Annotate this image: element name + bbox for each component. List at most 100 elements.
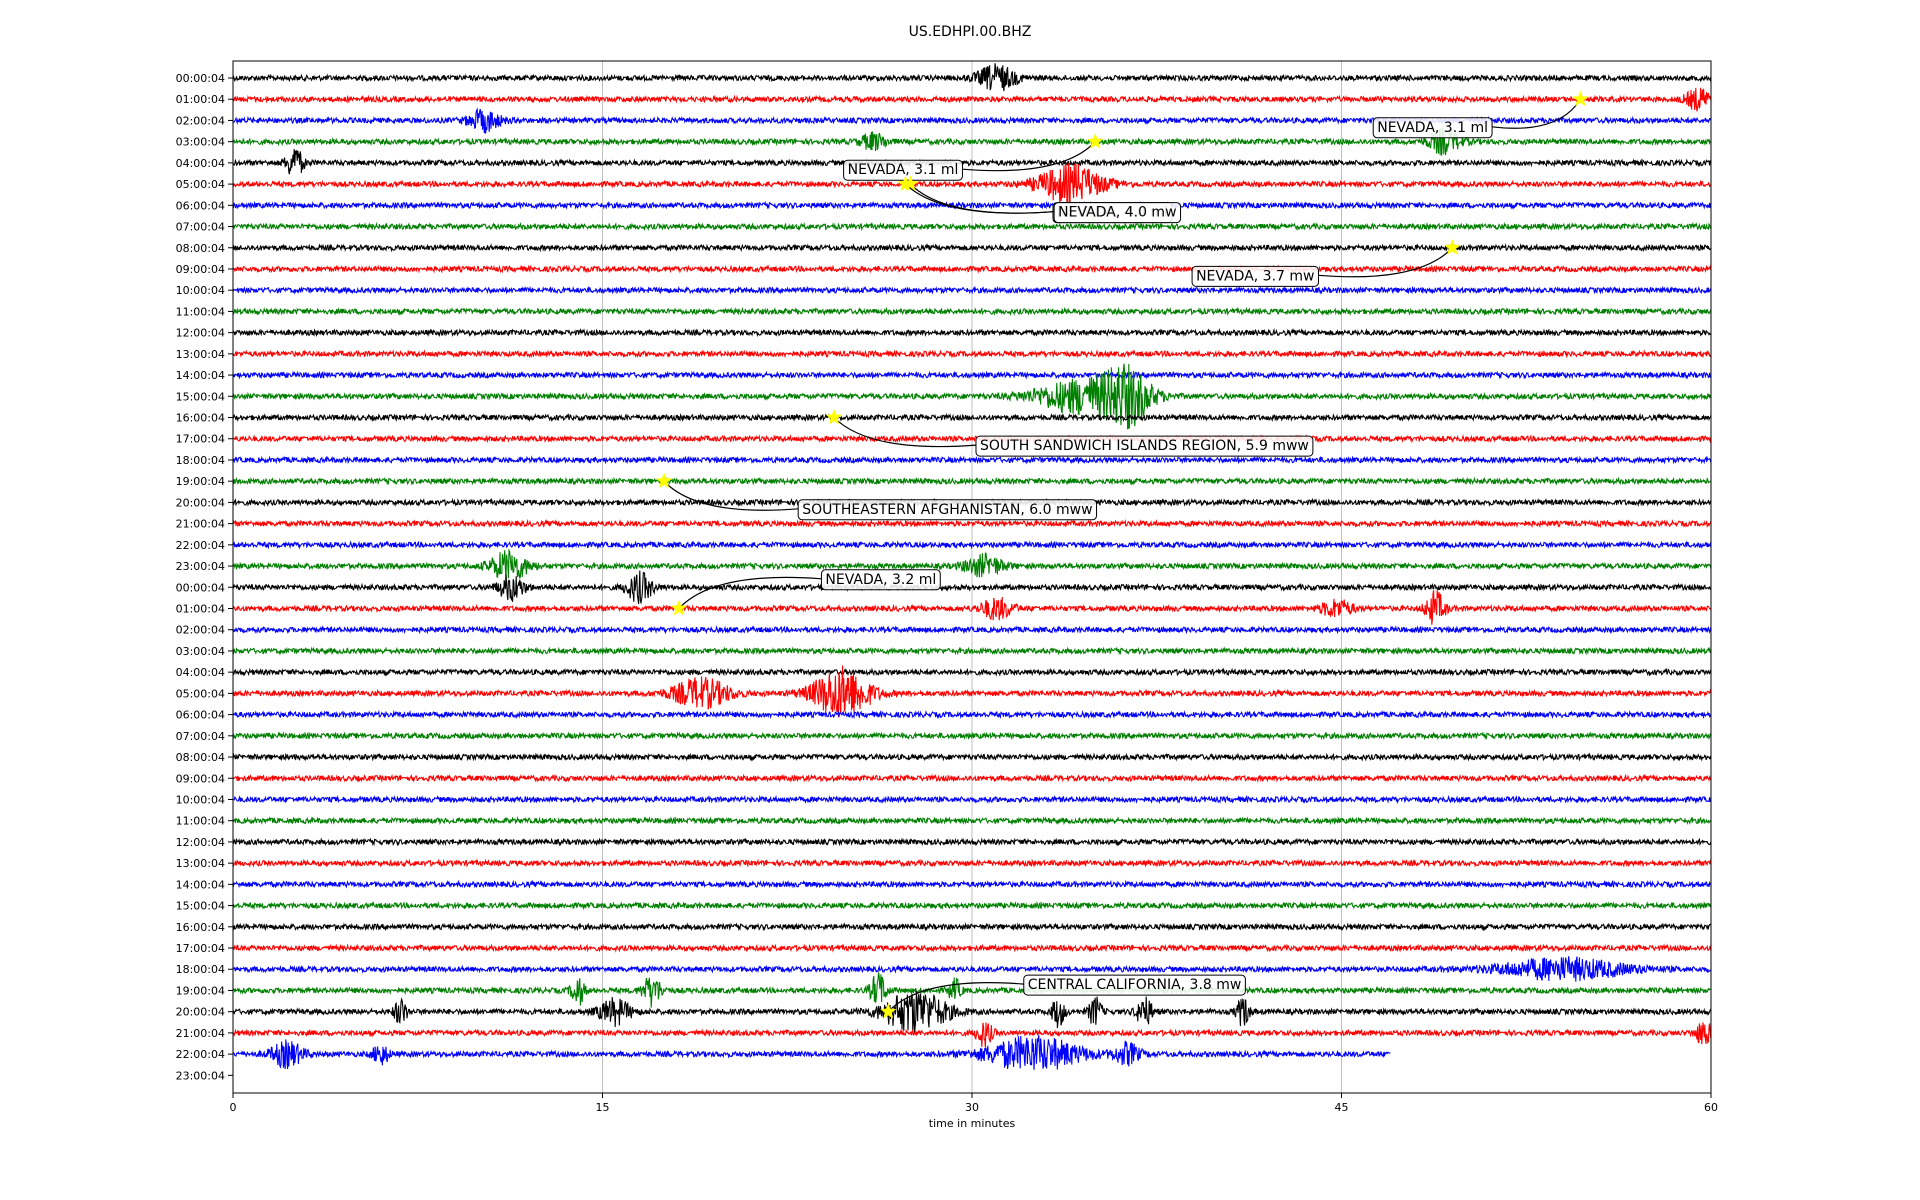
trace-row bbox=[232, 794, 1712, 805]
event-star-marker bbox=[825, 408, 843, 425]
x-axis-label: time in minutes bbox=[929, 1117, 1016, 1130]
trace-row bbox=[232, 972, 1712, 1008]
trace-row bbox=[232, 625, 1712, 635]
trace-row bbox=[232, 285, 1712, 295]
y-tick-label: 19:00:04 bbox=[176, 984, 225, 997]
y-tick-label: 07:00:04 bbox=[176, 730, 225, 743]
trace-row bbox=[232, 837, 1712, 847]
event-label-box bbox=[1053, 202, 1182, 224]
x-tick-label: 15 bbox=[596, 1101, 610, 1114]
trace-row bbox=[232, 243, 1712, 253]
y-tick-label: 06:00:04 bbox=[176, 199, 225, 212]
y-tick-label: 05:00:04 bbox=[176, 687, 225, 700]
event-label-box bbox=[1191, 265, 1319, 287]
event-label: NEVADA, 3.7 mw bbox=[1196, 268, 1314, 284]
trace-row bbox=[232, 540, 1712, 550]
y-tick-label: 15:00:04 bbox=[176, 390, 225, 403]
trace-row bbox=[232, 327, 1712, 338]
y-tick-label: 16:00:04 bbox=[176, 921, 225, 934]
trace-row bbox=[232, 773, 1712, 783]
event-connector bbox=[887, 982, 1024, 1013]
event-annotation: NEVADA, 4.0 mw bbox=[897, 175, 1182, 224]
event-annotation: NEVADA, 3.1 ml bbox=[843, 133, 1104, 181]
event-label: NEVADA, 3.1 ml bbox=[848, 162, 959, 178]
event-connector bbox=[1318, 247, 1453, 278]
y-tick-label: 15:00:04 bbox=[176, 900, 225, 913]
trace-row bbox=[232, 87, 1712, 112]
y-tick-label: 03:00:04 bbox=[176, 136, 225, 149]
x-tick-label: 0 bbox=[230, 1101, 237, 1114]
y-tick-label: 00:00:04 bbox=[176, 72, 225, 85]
trace-row bbox=[232, 922, 1712, 932]
event-label: NEVADA, 3.2 ml bbox=[825, 572, 936, 588]
trace-row bbox=[232, 200, 1712, 211]
y-tick-label: 18:00:04 bbox=[176, 963, 225, 976]
event-star-marker bbox=[1572, 90, 1589, 107]
y-tick-label: 21:00:04 bbox=[176, 1027, 225, 1040]
y-tick-label: 14:00:04 bbox=[176, 369, 225, 382]
y-tick-label: 13:00:04 bbox=[176, 857, 225, 870]
y-tick-label: 10:00:04 bbox=[176, 284, 225, 297]
event-label-box bbox=[1372, 117, 1493, 139]
event-annotation: NEVADA, 3.1 ml bbox=[1372, 90, 1589, 139]
trace-row bbox=[232, 709, 1712, 720]
event-annotation: SOUTHEASTERN AFGHANISTAN, 6.0 mww bbox=[655, 472, 1098, 521]
event-label-box bbox=[797, 499, 1098, 521]
trace-row bbox=[232, 455, 1712, 465]
x-tick-labels: 0 15 30 45 60 bbox=[230, 1093, 1718, 1114]
y-tick-label: 01:00:04 bbox=[176, 93, 225, 106]
event-annotation: SOUTH SANDWICH ISLANDS REGION, 5.9 mww bbox=[825, 408, 1314, 457]
y-tick-label: 00:00:04 bbox=[176, 581, 225, 594]
event-star-marker bbox=[1086, 133, 1104, 149]
trace-row bbox=[232, 221, 1712, 232]
y-tick-label: 20:00:04 bbox=[176, 1006, 225, 1019]
trace-row bbox=[232, 306, 1712, 317]
trace-row bbox=[232, 363, 1711, 430]
y-tick-label: 04:00:04 bbox=[176, 666, 225, 679]
y-tick-label: 10:00:04 bbox=[176, 793, 225, 806]
trace-row bbox=[232, 752, 1712, 762]
y-tick-label: 07:00:04 bbox=[176, 221, 225, 234]
y-tick-label: 17:00:04 bbox=[176, 942, 225, 955]
event-label: SOUTHEASTERN AFGHANISTAN, 6.0 mww bbox=[802, 502, 1092, 518]
event-star-marker bbox=[1444, 239, 1461, 255]
y-tick-label: 11:00:04 bbox=[176, 815, 225, 828]
trace-row bbox=[232, 815, 1712, 826]
event-annotation: NEVADA, 3.7 mw bbox=[1191, 239, 1461, 287]
trace-row bbox=[232, 370, 1712, 380]
y-tick-label: 03:00:04 bbox=[176, 645, 225, 658]
trace-row bbox=[232, 667, 1712, 677]
event-connector bbox=[833, 417, 977, 448]
trace-row bbox=[232, 1035, 1391, 1070]
x-gridlines bbox=[602, 61, 1342, 1093]
chart-title: US.EDHPI.00.BHZ bbox=[909, 24, 1032, 40]
event-annotations: NEVADA, 3.1 ml NEVADA, 3.1 ml NEVADA, 4.0 … bbox=[655, 90, 1589, 1019]
event-annotation: CENTRAL CALIFORNIA, 3.8 mw bbox=[879, 974, 1246, 1019]
y-tick-label: 20:00:04 bbox=[176, 496, 225, 509]
event-label: NEVADA, 4.0 mw bbox=[1058, 205, 1176, 221]
trace-row bbox=[232, 943, 1712, 953]
y-tick-label: 01:00:04 bbox=[176, 603, 225, 616]
trace-row bbox=[232, 412, 1712, 423]
trace-row bbox=[232, 665, 1712, 718]
y-tick-label: 02:00:04 bbox=[176, 114, 225, 127]
y-tick-label: 04:00:04 bbox=[176, 157, 225, 170]
y-tick-label: 23:00:04 bbox=[176, 560, 225, 573]
event-connector bbox=[962, 141, 1096, 172]
trace-row bbox=[232, 518, 1712, 529]
event-connector bbox=[663, 480, 799, 511]
trace-row bbox=[232, 570, 1712, 605]
event-annotation: NEVADA, 3.2 ml bbox=[670, 569, 941, 616]
x-tick-label: 45 bbox=[1335, 1101, 1349, 1114]
trace-row bbox=[232, 149, 1712, 175]
trace-row bbox=[232, 731, 1712, 741]
event-label: SOUTH SANDWICH ISLANDS REGION, 5.9 mww bbox=[980, 438, 1309, 454]
y-tick-label: 08:00:04 bbox=[176, 751, 225, 764]
trace-row bbox=[232, 163, 1712, 206]
y-tick-labels: 00:00:04 01:00:04 02:00:04 03:00:04 04:00:04… bbox=[176, 72, 233, 1082]
trace-row bbox=[232, 264, 1712, 274]
y-tick-label: 06:00:04 bbox=[176, 709, 225, 722]
y-tick-label: 14:00:04 bbox=[176, 878, 225, 891]
event-label: CENTRAL CALIFORNIA, 3.8 mw bbox=[1028, 977, 1242, 993]
